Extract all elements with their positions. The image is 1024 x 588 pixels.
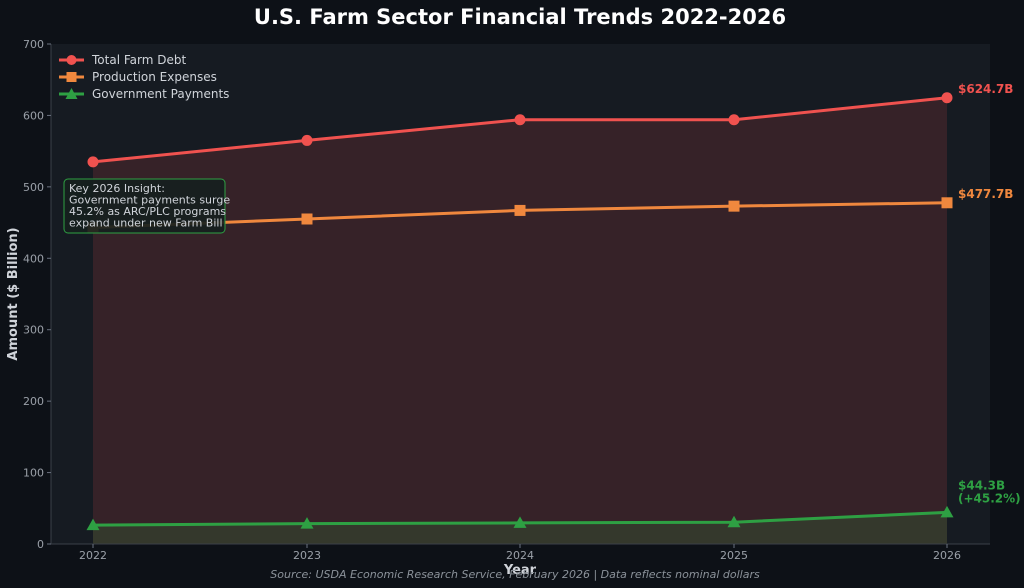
point-expenses xyxy=(301,213,313,225)
y-tick-label: 300 xyxy=(23,324,44,337)
y-tick-label: 600 xyxy=(23,109,44,122)
point-payments xyxy=(513,516,527,528)
x-tick-label: 2024 xyxy=(506,549,534,562)
annotation-line: expand under new Farm Bill xyxy=(69,217,223,230)
y-tick-label: 500 xyxy=(23,181,44,194)
legend: Total Farm Debt Production Expenses Govern… xyxy=(59,53,229,101)
point-expenses xyxy=(728,200,740,212)
annotation-line: 45.2% as ARC/PLC programs xyxy=(69,205,226,218)
annotation-line: Key 2026 Insight: xyxy=(69,182,165,195)
point-debt xyxy=(87,156,99,168)
area-fill-debt xyxy=(93,97,947,545)
point-debt xyxy=(728,114,740,126)
legend-label-payments: Government Payments xyxy=(92,87,229,101)
y-tick-label: 700 xyxy=(23,38,44,51)
y-tick-label: 400 xyxy=(23,252,44,265)
plot-area xyxy=(51,44,990,544)
end-label-change-payments: (+45.2%) xyxy=(958,491,1021,505)
annotation-box xyxy=(63,178,226,234)
y-tick-label: 100 xyxy=(23,467,44,480)
y-tick-label: 200 xyxy=(23,395,44,408)
area-fill-payments xyxy=(93,512,947,544)
point-debt xyxy=(941,92,953,104)
y-tick-label: 0 xyxy=(37,538,44,551)
end-label-debt: $624.7B xyxy=(958,82,1013,96)
area-fills xyxy=(93,97,947,545)
legend-label-expenses: Production Expenses xyxy=(92,70,217,84)
x-tick-label: 2025 xyxy=(720,549,748,562)
point-payments xyxy=(940,505,954,518)
source-note: Source: USDA Economic Research Service, … xyxy=(270,568,760,581)
x-tick-label: 2022 xyxy=(79,549,107,562)
annotation-line: Government payments surge xyxy=(69,194,230,207)
x-tick-label: 2026 xyxy=(933,549,961,562)
end-label-payments: $44.3B xyxy=(958,478,1005,492)
point-payments xyxy=(300,517,314,529)
point-expenses xyxy=(514,204,526,216)
legend-marker-expenses xyxy=(66,72,77,82)
point-payments xyxy=(727,515,741,528)
x-tick-label: 2023 xyxy=(293,549,321,562)
legend-marker-payments xyxy=(65,88,78,99)
chart-title: U.S. Farm Sector Financial Trends 2022-2… xyxy=(254,5,786,29)
end-labels: $624.7B $477.7B $44.3B(+45.2%) xyxy=(958,82,1021,506)
x-axis-label: Year xyxy=(503,563,537,578)
point-payments xyxy=(86,518,100,531)
point-debt xyxy=(301,134,313,146)
legend-marker-debt xyxy=(66,55,77,65)
y-axis-label: Amount ($ Billion) xyxy=(6,227,21,360)
axes: 0 100 200 300 400 500 600 700 2022 2023 2024 2025 20… xyxy=(23,38,990,562)
legend-label-debt: Total Farm Debt xyxy=(91,53,186,67)
end-label-expenses: $477.7B xyxy=(958,187,1013,201)
point-debt xyxy=(514,114,526,126)
insight-annotation: Key 2026 Insight:Government payments sur… xyxy=(63,178,230,234)
point-expenses xyxy=(941,197,953,209)
